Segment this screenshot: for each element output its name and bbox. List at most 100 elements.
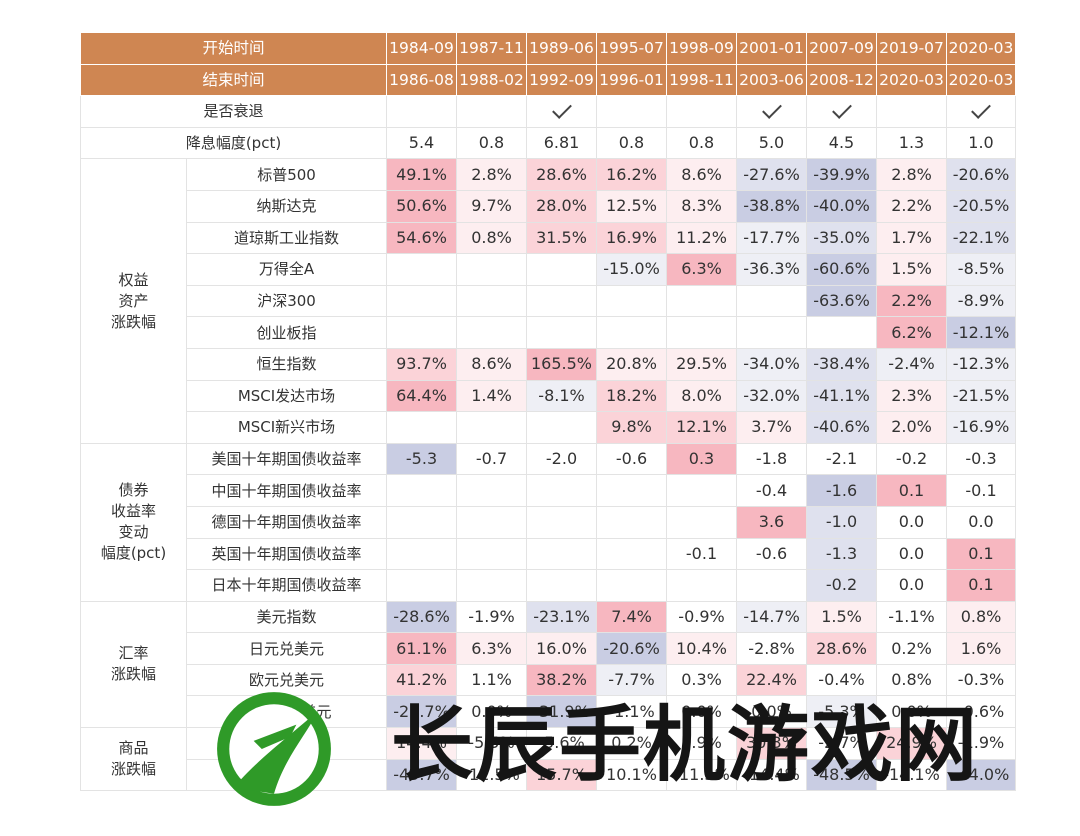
value-cell: 0.0 [876, 537, 948, 571]
value-cell: -14.4% [736, 758, 808, 792]
value-cell: 30.3% [736, 727, 808, 760]
value-cell: -0.7 [456, 442, 528, 476]
value-cell: 0.0 [876, 505, 948, 539]
value-cell: 3.7% [736, 411, 808, 444]
value-cell [526, 316, 598, 349]
value-cell: 1.5% [876, 253, 948, 286]
value-cell: 0.0 [946, 505, 1017, 539]
row-label: 沪深300 [185, 284, 388, 318]
value-cell: -14.7% [736, 600, 808, 634]
value-cell: -0.6 [736, 537, 808, 571]
table-row: 商品 涨跌幅 黄金 14.4% -5.5% -5.6% 0.2% 1.9% 30.3% -2.7%… [80, 727, 1017, 792]
value-cell: 2.8% [456, 158, 528, 191]
value-cell [736, 316, 808, 349]
row-label: 日本十年期国债收益率 [185, 569, 388, 602]
table-row: 道琼斯工业指数 54.6% 0.8% 31.5% 16.9% 11.2% -17.7% -35… [81, 221, 1017, 255]
value-cell: 9.7% [456, 189, 528, 223]
value-cell: 0.0 [876, 569, 948, 602]
table-row: 日元兑美元 61.1% 6.3% 16.0% -20.6% 10.4% -2.8% 28.6%… [81, 632, 1017, 665]
value-cell: -12.3% [946, 347, 1017, 381]
value-cell: 29.5% [666, 347, 738, 381]
table-row: 恒生指数 93.7% 8.6% 165.5% 20.8% 29.5% -34.0% -38.4… [81, 347, 1017, 381]
header-date: 1998-11 [666, 63, 738, 97]
value-cell [386, 537, 458, 571]
row-label: 降息幅度(pct) [79, 126, 388, 160]
row-label: 创业板指 [185, 316, 388, 349]
recession-cell [876, 95, 948, 128]
value-cell: -20.5% [946, 189, 1017, 223]
header-date: 1989-06 [526, 32, 598, 65]
value-cell: -40.0% [806, 189, 878, 223]
row-label: 人民币兑美元 [185, 695, 388, 729]
rate-cut-cell: 1.3 [876, 126, 948, 160]
value-cell: -2.8% [736, 632, 808, 665]
value-cell: -1.9% [946, 727, 1017, 760]
value-cell: 0.2% [596, 727, 668, 760]
value-cell: -0.1 [946, 474, 1017, 507]
value-cell: 0.0% [876, 695, 948, 729]
rate-cut-cell: 0.8 [456, 126, 528, 160]
value-cell: 1.5% [806, 600, 878, 634]
row-label: 欧元兑美元 [185, 663, 388, 697]
value-cell: -12.1% [946, 316, 1017, 349]
row-label: 是否衰退 [79, 95, 388, 128]
row-label: 黄金 [185, 727, 388, 760]
value-cell [456, 316, 528, 349]
value-cell: 1.9% [666, 727, 738, 760]
value-cell: -15.0% [596, 253, 668, 286]
value-cell [456, 284, 528, 318]
value-cell: 41.2% [386, 663, 458, 697]
header-label: 开始时间 [79, 32, 388, 65]
value-cell: 28.0% [526, 189, 598, 223]
header-date: 2019-07 [876, 32, 948, 65]
value-cell: -8.1% [526, 379, 598, 413]
row-label: 德国十年期国债收益率 [185, 505, 388, 539]
table-row: 汇率 涨跌幅 美元指数 -28.6% -1.9% -23.1% 7.4% -0.9% -14.7… [80, 600, 1017, 729]
header-date: 1987-11 [456, 32, 528, 65]
value-cell [526, 284, 598, 318]
group-label: 权益 资产 涨跌幅 [80, 158, 187, 444]
value-cell: -0.9% [666, 600, 738, 634]
recession-cell [946, 95, 1017, 128]
header-date: 1984-09 [386, 32, 458, 65]
value-cell: -27.6% [736, 158, 808, 191]
value-cell: 16.2% [596, 158, 668, 191]
value-cell [386, 284, 458, 318]
table-row: 纳斯达克 50.6% 9.7% 28.0% 12.5% 8.3% -38.8% -40.0% 2… [81, 189, 1017, 223]
value-cell: -44.0% [946, 758, 1017, 792]
checkmark-icon [761, 99, 782, 119]
value-cell: -1.0 [806, 505, 878, 539]
value-cell: -5.3 [386, 442, 458, 476]
value-cell [806, 316, 878, 349]
value-cell: 0.8% [456, 221, 528, 255]
value-cell: -1.6 [806, 474, 878, 507]
value-cell [386, 411, 458, 444]
rate-cut-cell: 1.0 [946, 126, 1017, 160]
value-cell: -8.5% [946, 253, 1017, 286]
value-cell [526, 253, 598, 286]
recession-cell [806, 95, 878, 128]
value-cell: 6.3% [666, 253, 738, 286]
value-cell [526, 537, 598, 571]
table-row: 欧元兑美元 41.2% 1.1% 38.2% -7.7% 0.3% 22.4% -0.4% 0.… [81, 663, 1017, 697]
value-cell: 64.4% [386, 379, 458, 413]
value-cell: -8.9% [946, 284, 1017, 318]
value-cell: 93.7% [386, 347, 458, 381]
recession-cell [596, 95, 668, 128]
value-cell: 24.9% [876, 727, 948, 760]
rate-cut-cell: 5.0 [736, 126, 808, 160]
value-cell [386, 253, 458, 286]
value-cell: 6.3% [456, 632, 528, 665]
value-cell: 9.8% [596, 411, 668, 444]
header-date: 1988-02 [456, 63, 528, 97]
value-cell [526, 505, 598, 539]
header-date: 1998-09 [666, 32, 738, 65]
value-cell [456, 253, 528, 286]
recession-cell [456, 95, 528, 128]
value-cell [456, 569, 528, 602]
rate-cut-cell: 0.8 [596, 126, 668, 160]
value-cell: -11.5% [456, 758, 528, 792]
value-cell: 20.8% [596, 347, 668, 381]
value-cell: 0.0% [736, 695, 808, 729]
value-cell: -1.8 [736, 442, 808, 476]
